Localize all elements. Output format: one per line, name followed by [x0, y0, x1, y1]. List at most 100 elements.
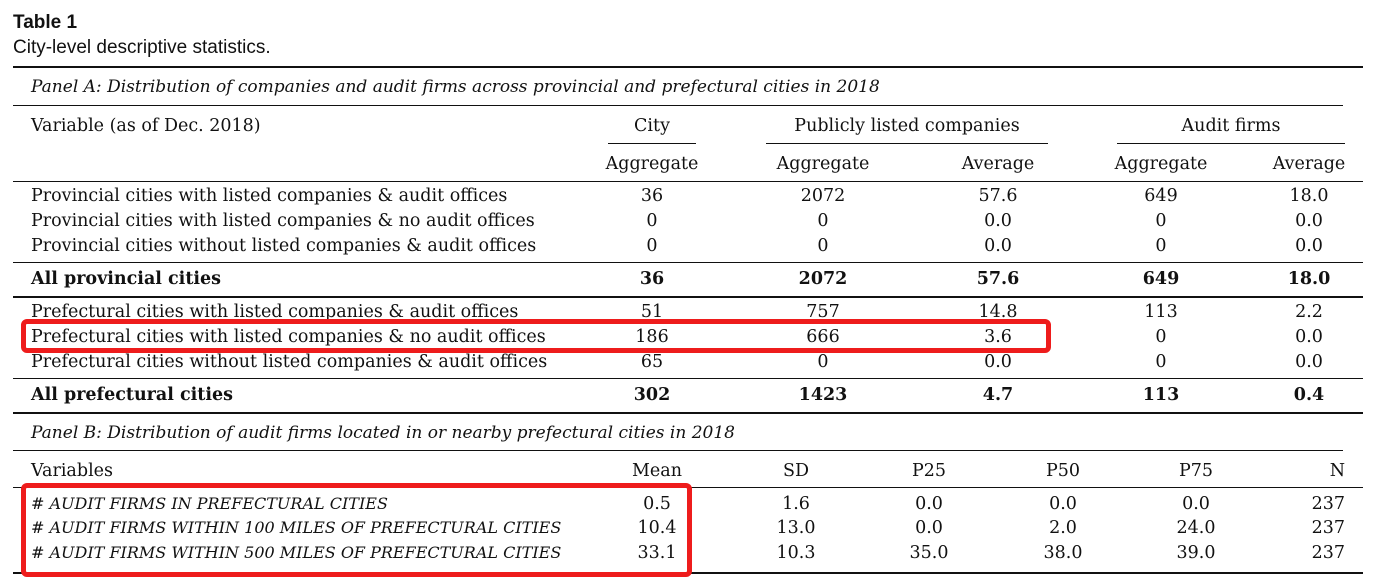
table-cell: 65	[640, 352, 664, 372]
highlight-box-panel-b	[21, 483, 692, 577]
table-row-label: Prefectural cities with listed companies…	[31, 327, 546, 347]
table-cell: 0	[1155, 327, 1167, 347]
subheader-city-aggregate: Aggregate	[605, 154, 699, 174]
table-cell: 24.0	[1176, 518, 1216, 538]
table-cell: 36	[640, 186, 664, 206]
table-cell: 0.0	[915, 518, 943, 538]
table-row-label: # AUDIT FIRMS WITHIN 500 MILES OF PREFEC…	[31, 543, 562, 562]
rule-before-prefectural-total	[13, 378, 1363, 379]
table-cell: 649	[1144, 186, 1178, 206]
table-row-label-total: All prefectural cities	[31, 385, 234, 405]
header-p50: P50	[1045, 461, 1081, 481]
table-label: Table 1	[13, 12, 78, 33]
table-cell: 35.0	[909, 543, 949, 563]
header-n: N	[1329, 461, 1345, 481]
table-cell: 18.0	[1287, 269, 1331, 289]
header-mean: Mean	[632, 461, 682, 481]
city-group-rule	[608, 143, 696, 144]
rule-after-provincial-total	[13, 296, 1363, 298]
table-cell: 0	[817, 352, 829, 372]
table-cell: 0.0	[984, 236, 1012, 256]
table-cell: 0	[817, 211, 829, 231]
header-variables: Variables	[31, 461, 113, 481]
table-cell: 0.0	[1182, 494, 1210, 514]
table-row-label: Provincial cities without listed compani…	[31, 236, 537, 256]
table-row-label: # AUDIT FIRMS IN PREFECTURAL CITIES	[31, 494, 388, 513]
table-cell: 57.6	[976, 269, 1020, 289]
panel-a-title-rule	[13, 105, 1343, 106]
table-cell: 36	[639, 269, 665, 289]
table-cell: 2.2	[1295, 302, 1323, 322]
table-cell: 51	[640, 302, 664, 322]
table-description: City-level descriptive statistics.	[13, 37, 271, 58]
table-cell: 0.4	[1293, 385, 1325, 405]
companies-group-rule	[766, 143, 1048, 144]
table-cell: 33.1	[637, 543, 677, 563]
table-row-label: Prefectural cities with listed companies…	[31, 302, 519, 322]
panel-a-bottom-rule	[13, 412, 1363, 414]
table-row-label-total: All provincial cities	[31, 269, 222, 289]
table-cell: 0	[1155, 352, 1167, 372]
audit-group-rule	[1117, 143, 1345, 144]
subheader-audit-average: Average	[1272, 154, 1346, 174]
rule-before-provincial-total	[13, 262, 1363, 263]
table-cell: 757	[806, 302, 840, 322]
table-row-label: Provincial cities with listed companies …	[31, 211, 535, 231]
subheader-companies-aggregate: Aggregate	[776, 154, 870, 174]
table-cell: 113	[1144, 302, 1178, 322]
highlight-box-panel-a	[21, 319, 1051, 353]
table-cell: 0	[1155, 211, 1167, 231]
table-cell: 0.0	[984, 352, 1012, 372]
table-cell: 2.0	[1049, 518, 1077, 538]
table-cell: 186	[635, 327, 669, 347]
table-cell: 666	[806, 327, 840, 347]
header-p25: P25	[911, 461, 947, 481]
table-cell: 237	[1311, 518, 1345, 538]
table-cell: 2072	[800, 186, 846, 206]
table-cell: 0.0	[915, 494, 943, 514]
table-cell: 113	[1142, 385, 1180, 405]
table-cell: 4.7	[982, 385, 1014, 405]
table-cell: 0.0	[1295, 211, 1323, 231]
table-cell: 13.0	[776, 518, 816, 538]
table-cell: 237	[1311, 543, 1345, 563]
table-cell: 10.4	[637, 518, 677, 538]
table-cell: 649	[1142, 269, 1180, 289]
table-cell: 0	[1155, 236, 1167, 256]
header-sd: SD	[782, 461, 810, 481]
table-row-label: Provincial cities with listed companies …	[31, 186, 508, 206]
table-cell: 0	[817, 236, 829, 256]
table-cell: 0.0	[1049, 494, 1077, 514]
subheader-audit-aggregate: Aggregate	[1114, 154, 1208, 174]
header-publicly-listed-companies: Publicly listed companies	[794, 116, 1020, 136]
table-cell: 10.3	[776, 543, 816, 563]
table-cell: 0	[646, 211, 658, 231]
table-cell: 39.0	[1176, 543, 1216, 563]
subheader-companies-average: Average	[961, 154, 1035, 174]
table-cell: 0.0	[1295, 236, 1323, 256]
table-cell: 38.0	[1043, 543, 1083, 563]
table-cell: 2072	[798, 269, 848, 289]
table-cell: 0.0	[1295, 327, 1323, 347]
table-cell: 0.0	[1295, 352, 1323, 372]
panel-a-header-rule	[13, 181, 1363, 182]
table-cell: 302	[633, 385, 671, 405]
table-row-label: # AUDIT FIRMS WITHIN 100 MILES OF PREFEC…	[31, 518, 562, 537]
table-cell: 0.0	[984, 211, 1012, 231]
table-cell: 1.6	[782, 494, 810, 514]
panel-a-title: Panel A: Distribution of companies and a…	[31, 77, 880, 97]
table-cell: 57.6	[978, 186, 1018, 206]
panel-b-title: Panel B: Distribution of audit firms loc…	[31, 423, 735, 443]
table-cell: 1423	[798, 385, 848, 405]
table-cell: 0.5	[643, 494, 671, 514]
panel-b-title-rule	[13, 450, 1343, 451]
top-rule	[13, 66, 1363, 68]
table-cell: 3.6	[984, 327, 1012, 347]
table-cell: 237	[1311, 494, 1345, 514]
table-cell: 18.0	[1289, 186, 1329, 206]
header-p75: P75	[1178, 461, 1214, 481]
header-city: City	[634, 116, 670, 136]
header-audit-firms: Audit firms	[1181, 116, 1281, 136]
table-cell: 14.8	[978, 302, 1018, 322]
header-variable: Variable (as of Dec. 2018)	[31, 116, 261, 136]
